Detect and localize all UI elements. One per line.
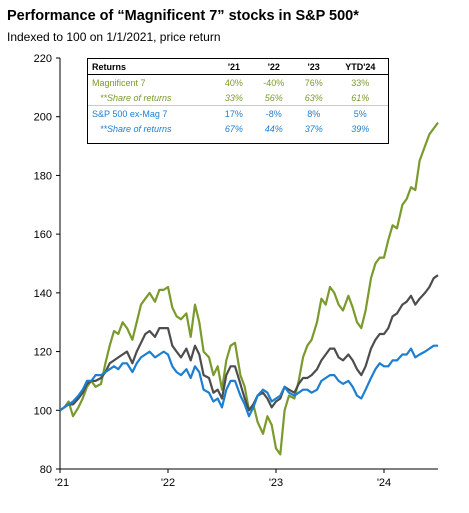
table-cell: 76% (304, 78, 323, 88)
table-header-ytd2024: YTD'24 (332, 59, 388, 75)
table-header-2021: '21 (215, 59, 253, 75)
series-line-spx (59, 274, 439, 412)
table-row: **Share of returns 67% 44% 37% 39% (88, 121, 388, 136)
table-header-2023: '23 (294, 59, 333, 75)
x-tick-label: '21 (55, 477, 69, 489)
y-tick-label: 80 (40, 464, 52, 476)
table-cell: 33% (351, 78, 370, 88)
table-cell: 37% (304, 124, 323, 134)
table-row: S&P 500 ex-Mag 7 17% -8% 8% 5% (88, 105, 388, 121)
y-tick-label: 120 (34, 347, 52, 359)
table-cell: -8% (252, 105, 295, 121)
table-row: **Share of returns 33% 56% 63% 61% (88, 90, 388, 106)
row-label: S&P 500 ex-Mag 7 (88, 105, 216, 121)
y-tick-label: 220 (34, 53, 52, 65)
y-tick-label: 140 (34, 288, 52, 300)
table-cell: -40% (263, 78, 285, 88)
table-cell: 63% (304, 93, 323, 103)
table-cell: 33% (224, 93, 243, 103)
row-label: **Share of returns (100, 124, 172, 134)
x-tick-label: '24 (377, 477, 391, 489)
y-tick-label: 180 (34, 170, 52, 182)
table-header-returns: Returns (88, 59, 216, 75)
x-tick-label: '23 (269, 477, 283, 489)
y-tick-label: 160 (34, 229, 52, 241)
returns-table: Returns '21 '22 '23 YTD'24 Magnificent 7… (87, 58, 389, 144)
table-cell: 17% (215, 105, 253, 121)
table-row: Magnificent 7 40% -40% 76% 33% (88, 75, 388, 91)
table-cell: 8% (294, 105, 333, 121)
table-header-2022: '22 (252, 59, 295, 75)
table-cell: 56% (264, 93, 283, 103)
table-cell: 5% (332, 105, 388, 121)
series-line-spx_ex (59, 344, 438, 418)
chart-title: Performance of “Magnificent 7” stocks in… (7, 8, 359, 24)
series-line-mag7 (59, 121, 439, 456)
x-tick-label: '22 (161, 477, 175, 489)
table-cell: 39% (351, 124, 370, 134)
table-cell: 61% (351, 93, 370, 103)
table-cell: 44% (264, 124, 283, 134)
row-label: Magnificent 7 (92, 78, 146, 88)
y-tick-label: 100 (34, 405, 52, 417)
table-cell: 40% (224, 78, 243, 88)
chart-subtitle: Indexed to 100 on 1/1/2021, price return (7, 30, 221, 44)
table-cell: 67% (224, 124, 243, 134)
y-tick-label: 200 (34, 112, 52, 124)
row-label: **Share of returns (100, 93, 172, 103)
